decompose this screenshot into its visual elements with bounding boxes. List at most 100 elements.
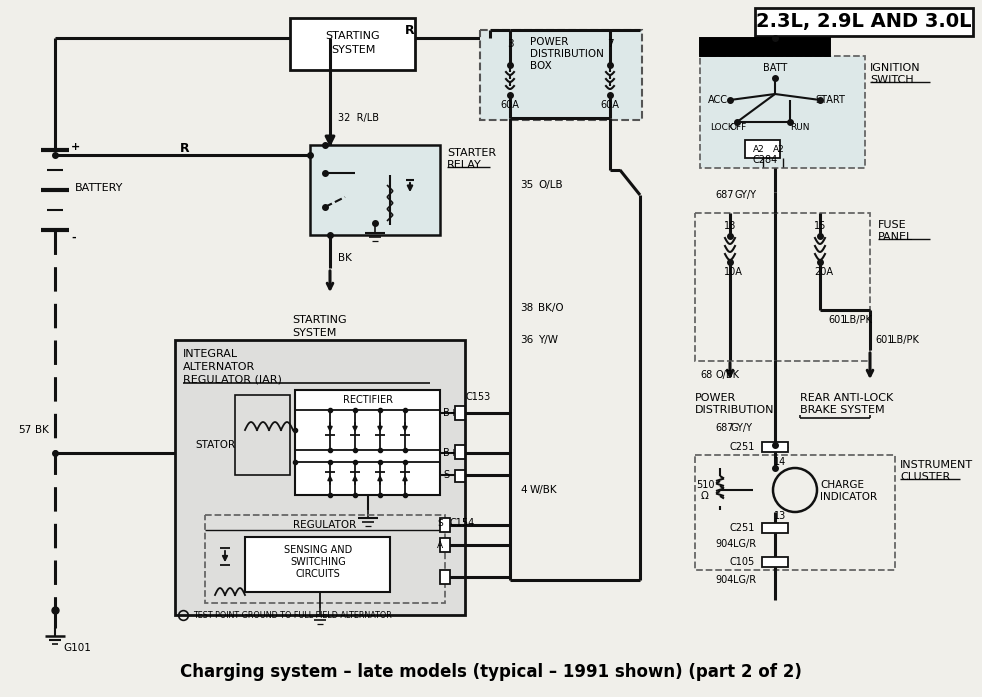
Bar xyxy=(310,145,440,235)
Text: STARTING: STARTING xyxy=(326,31,380,41)
Text: S: S xyxy=(443,470,449,480)
Text: STARTING: STARTING xyxy=(292,315,347,325)
Text: SENSING AND: SENSING AND xyxy=(284,545,353,555)
Text: G101: G101 xyxy=(63,643,91,653)
Text: SWITCHING: SWITCHING xyxy=(290,557,346,567)
Text: 32  R/LB: 32 R/LB xyxy=(338,113,379,123)
Text: 687: 687 xyxy=(715,190,734,200)
Text: 14: 14 xyxy=(774,457,787,467)
Bar xyxy=(440,538,450,552)
Text: 601: 601 xyxy=(875,335,894,345)
Text: O/LB: O/LB xyxy=(538,180,563,190)
Text: -: - xyxy=(71,233,76,243)
Bar xyxy=(695,455,895,570)
Text: RUN: RUN xyxy=(790,123,809,132)
Text: INTEGRAL: INTEGRAL xyxy=(183,349,238,359)
Text: PANEL: PANEL xyxy=(878,232,913,242)
Text: 68: 68 xyxy=(700,370,712,380)
Text: +: + xyxy=(71,142,81,152)
Text: REGULATOR: REGULATOR xyxy=(294,520,356,530)
Text: 7: 7 xyxy=(607,39,614,49)
Text: C251: C251 xyxy=(730,523,755,533)
Text: POWER: POWER xyxy=(530,37,569,47)
Text: SYSTEM: SYSTEM xyxy=(292,328,337,338)
Text: W/BK: W/BK xyxy=(530,485,558,495)
Text: STATOR: STATOR xyxy=(195,440,235,450)
Bar xyxy=(235,395,290,475)
Bar xyxy=(295,390,440,495)
Text: LG/R: LG/R xyxy=(733,539,756,549)
Text: BOX: BOX xyxy=(530,61,552,71)
Text: O/BK: O/BK xyxy=(716,370,740,380)
Text: 4: 4 xyxy=(520,485,526,495)
Text: 60A: 60A xyxy=(600,100,619,110)
Bar xyxy=(245,537,390,592)
Bar xyxy=(480,30,642,120)
Bar xyxy=(762,557,788,567)
Text: BRAKE SYSTEM: BRAKE SYSTEM xyxy=(800,405,885,415)
Text: Ω: Ω xyxy=(701,491,709,501)
Text: IGNITION: IGNITION xyxy=(870,63,920,73)
Text: 904: 904 xyxy=(715,575,734,585)
Text: 60A: 60A xyxy=(500,100,518,110)
Text: R: R xyxy=(180,141,190,155)
Text: Y/W: Y/W xyxy=(538,335,558,345)
Bar xyxy=(205,515,445,603)
Text: RECTIFIER: RECTIFIER xyxy=(343,395,393,405)
Text: RELAY: RELAY xyxy=(447,160,482,170)
Bar xyxy=(440,570,450,584)
Bar xyxy=(755,8,973,36)
Text: BK: BK xyxy=(35,425,49,435)
Text: SYSTEM: SYSTEM xyxy=(331,45,375,55)
Text: ALTERNATOR: ALTERNATOR xyxy=(183,362,255,372)
Bar xyxy=(695,213,870,361)
Text: REGULATOR (IAR): REGULATOR (IAR) xyxy=(183,375,282,385)
Text: INSTRUMENT: INSTRUMENT xyxy=(900,460,973,470)
Text: LOCK: LOCK xyxy=(710,123,734,132)
Bar xyxy=(290,18,415,70)
Text: OFF: OFF xyxy=(730,123,747,132)
Text: DISTRIBUTION: DISTRIBUTION xyxy=(695,405,775,415)
Text: LB/PK: LB/PK xyxy=(891,335,919,345)
Text: BK/O: BK/O xyxy=(538,303,564,313)
Bar xyxy=(175,340,465,615)
Text: 601: 601 xyxy=(828,315,846,325)
Bar xyxy=(455,445,465,459)
Text: 20A: 20A xyxy=(814,267,833,277)
Text: C153: C153 xyxy=(466,392,491,402)
Text: GY/Y: GY/Y xyxy=(735,190,757,200)
Text: BK: BK xyxy=(338,253,352,263)
Text: 2.3L, 2.9L AND 3.0L: 2.3L, 2.9L AND 3.0L xyxy=(756,13,972,31)
Bar xyxy=(175,340,465,610)
Text: S: S xyxy=(437,519,443,528)
Text: BATTERY: BATTERY xyxy=(75,183,124,193)
Text: 3: 3 xyxy=(507,39,514,49)
Bar xyxy=(440,518,450,532)
Bar xyxy=(700,56,865,168)
Bar xyxy=(745,140,780,158)
Bar xyxy=(762,523,788,533)
Text: CLUSTER: CLUSTER xyxy=(900,472,951,482)
Text: START: START xyxy=(815,95,845,105)
Text: C284: C284 xyxy=(752,155,778,165)
Text: TEST POINT GROUND TO FULL FIELD ALTERNATOR: TEST POINT GROUND TO FULL FIELD ALTERNAT… xyxy=(193,611,392,620)
Text: DISTRIBUTION: DISTRIBUTION xyxy=(530,49,604,59)
Text: 57: 57 xyxy=(18,425,31,435)
Text: 38: 38 xyxy=(520,303,533,313)
Text: GY/Y: GY/Y xyxy=(731,423,753,433)
Text: B+: B+ xyxy=(443,448,458,458)
Text: HOT AT ALL TIMES: HOT AT ALL TIMES xyxy=(719,43,812,52)
Text: A2: A2 xyxy=(773,144,785,153)
Text: LB/PK: LB/PK xyxy=(844,315,872,325)
Text: INDICATOR: INDICATOR xyxy=(820,492,877,502)
Text: 510: 510 xyxy=(696,480,714,490)
Text: STARTER: STARTER xyxy=(447,148,496,158)
Text: CIRCUITS: CIRCUITS xyxy=(296,569,341,579)
Bar xyxy=(762,442,788,452)
Text: C154: C154 xyxy=(450,518,475,528)
Text: BATT: BATT xyxy=(763,63,788,73)
Text: REAR ANTI-LOCK: REAR ANTI-LOCK xyxy=(800,393,894,403)
Text: LG/R: LG/R xyxy=(733,575,756,585)
Text: 15: 15 xyxy=(814,221,826,231)
Text: 10A: 10A xyxy=(724,267,742,277)
